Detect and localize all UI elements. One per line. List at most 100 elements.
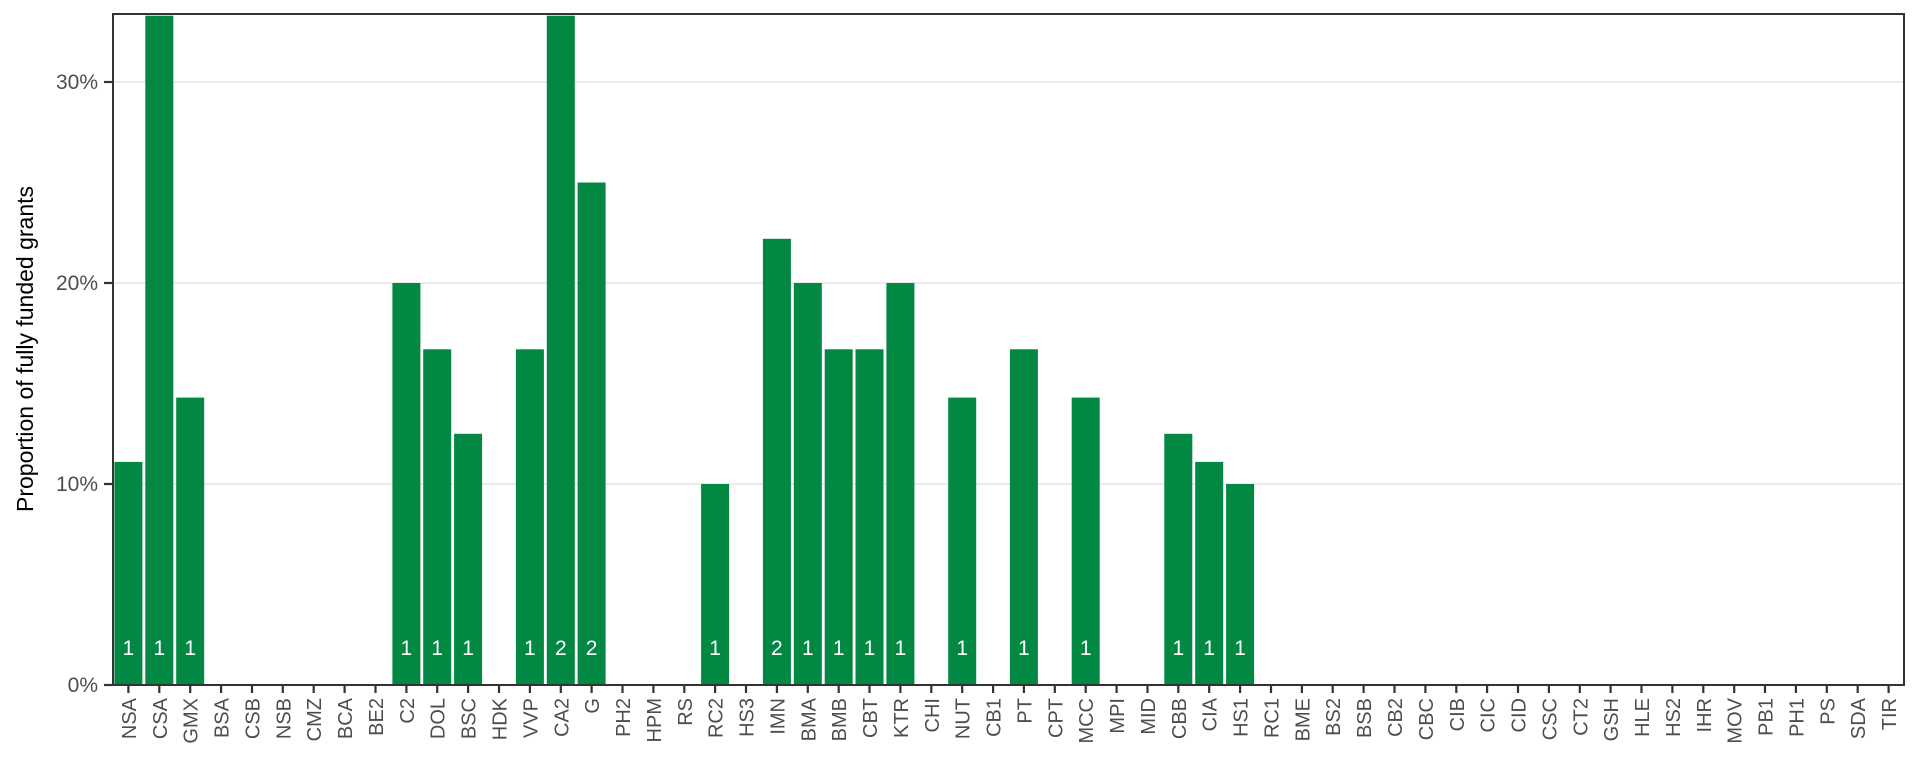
x-tick-label-CSB: CSB — [243, 698, 265, 739]
x-tick-label-IHR: IHR — [1694, 698, 1716, 732]
x-tick-label-PB1: PB1 — [1756, 698, 1778, 736]
x-tick-label-HS1: HS1 — [1231, 698, 1253, 737]
bar-count-label-GMX: 1 — [184, 637, 196, 660]
bar-CA2 — [546, 15, 575, 685]
x-tick-label-CIB: CIB — [1447, 698, 1469, 731]
x-tick-label-MCC: MCC — [1076, 698, 1098, 744]
bar-count-label-G: 2 — [586, 637, 598, 660]
x-tick-label-PH1: PH1 — [1786, 698, 1808, 737]
x-tick-label-CIA: CIA — [1200, 697, 1222, 731]
x-tick-label-CIC: CIC — [1478, 698, 1500, 732]
x-tick-label-BSC: BSC — [459, 698, 481, 739]
x-tick-label-PS: PS — [1817, 698, 1839, 725]
gridlines — [113, 81, 1904, 485]
bar-count-label-BMA: 1 — [802, 637, 814, 660]
x-tick-label-KTR: KTR — [891, 698, 913, 738]
axis-tick-labels: 0% 10% 20% 30% NSA CSA GMX BSA CSB NSB CMZ BCA BE2 C2… — [56, 71, 1901, 744]
bar-CIA — [1195, 461, 1224, 685]
x-tick-label-MOV: MOV — [1725, 697, 1747, 743]
x-tick-label-BMB: BMB — [829, 698, 851, 741]
bar-CBT — [855, 349, 884, 685]
x-tick-label-BMA: BMA — [798, 697, 820, 741]
x-tick-label-NUT: NUT — [953, 698, 975, 739]
bar-count-label-DOL: 1 — [431, 637, 443, 660]
x-tick-label-RS: RS — [675, 698, 697, 726]
bar-GMX — [176, 397, 205, 685]
x-tick-label-TIR: TIR — [1879, 698, 1901, 730]
bar-C2 — [392, 283, 421, 685]
bar-count-label-VVP: 1 — [524, 637, 536, 660]
x-tick-label-IMN: IMN — [767, 698, 789, 735]
bar-PT — [1009, 349, 1038, 685]
x-tick-label-C2: C2 — [397, 698, 419, 724]
bar-DOL — [423, 349, 452, 685]
bar-count-label-CBT: 1 — [864, 637, 876, 660]
x-tick-label-GMX: GMX — [181, 698, 203, 744]
x-tick-label-RC1: RC1 — [1262, 698, 1284, 738]
bar-MCC — [1071, 397, 1100, 685]
x-tick-label-BCA: BCA — [335, 697, 357, 739]
y-tick-label-10%: 10% — [56, 473, 98, 496]
x-tick-label-HPM: HPM — [644, 698, 666, 742]
x-tick-label-PH2: PH2 — [613, 698, 635, 737]
bar-count-label-CA2: 2 — [555, 637, 567, 660]
x-tick-label-BSB: BSB — [1354, 698, 1376, 738]
bar-count-label-RC2: 1 — [709, 637, 721, 660]
bar-count-label-C2: 1 — [401, 637, 413, 660]
bars — [114, 15, 1255, 686]
y-tick-label-30%: 30% — [56, 71, 98, 94]
x-tick-label-CHI: CHI — [922, 698, 944, 732]
x-tick-label-CBT: CBT — [860, 698, 882, 738]
bar-HS1 — [1226, 484, 1255, 685]
bar-CSA — [145, 15, 174, 685]
bar-count-label-BSC: 1 — [462, 637, 474, 660]
bar-IMN — [762, 238, 791, 686]
x-tick-label-CB2: CB2 — [1385, 698, 1407, 737]
bar-count-label-CIA: 1 — [1203, 637, 1215, 660]
bar-count-label-CSA: 1 — [153, 637, 165, 660]
x-tick-label-CSC: CSC — [1539, 698, 1561, 740]
x-tick-label-G: G — [582, 698, 604, 714]
bar-count-label-HS1: 1 — [1234, 637, 1246, 660]
bar-NSA — [114, 461, 143, 685]
bar-BMB — [824, 349, 853, 685]
bar-BSC — [454, 433, 483, 686]
bar-KTR — [886, 283, 915, 685]
bar-count-label-BMB: 1 — [833, 637, 845, 660]
x-tick-label-NSA: NSA — [119, 697, 141, 739]
x-tick-label-CT2: CT2 — [1570, 698, 1592, 736]
x-tick-label-BS2: BS2 — [1323, 698, 1345, 736]
x-tick-label-HDK: HDK — [490, 697, 512, 740]
x-tick-label-DOL: DOL — [428, 698, 450, 739]
bar-VVP — [515, 349, 544, 685]
x-tick-label-CA2: CA2 — [551, 698, 573, 737]
x-tick-label-BE2: BE2 — [366, 698, 388, 736]
x-tick-label-CID: CID — [1509, 698, 1531, 732]
x-tick-label-MPI: MPI — [1107, 698, 1129, 734]
bar-G — [577, 182, 606, 685]
bar-count-label-KTR: 1 — [895, 637, 907, 660]
y-tick-label-0%: 0% — [68, 674, 98, 697]
x-tick-label-CB1: CB1 — [984, 698, 1006, 737]
x-tick-label-CMZ: CMZ — [304, 698, 326, 741]
x-tick-label-CBB: CBB — [1169, 698, 1191, 739]
bar-count-label-NSA: 1 — [123, 637, 135, 660]
y-tick-label-20%: 20% — [56, 272, 98, 295]
bar-count-label-CBB: 1 — [1172, 637, 1184, 660]
x-tick-label-CSA: CSA — [150, 697, 172, 739]
bar-count-label-IMN: 2 — [771, 637, 783, 660]
x-tick-label-PT: PT — [1014, 698, 1036, 724]
x-tick-label-HS2: HS2 — [1663, 698, 1685, 737]
bar-CBB — [1164, 433, 1193, 686]
x-tick-label-RC2: RC2 — [706, 698, 728, 738]
x-tick-label-NSB: NSB — [273, 698, 295, 739]
bar-RC2 — [701, 484, 730, 685]
bar-BMA — [793, 283, 822, 685]
bar-count-label-MCC: 1 — [1080, 637, 1092, 660]
x-tick-label-BME: BME — [1292, 698, 1314, 741]
x-tick-label-VVP: VVP — [520, 698, 542, 738]
bar-NUT — [948, 397, 977, 685]
